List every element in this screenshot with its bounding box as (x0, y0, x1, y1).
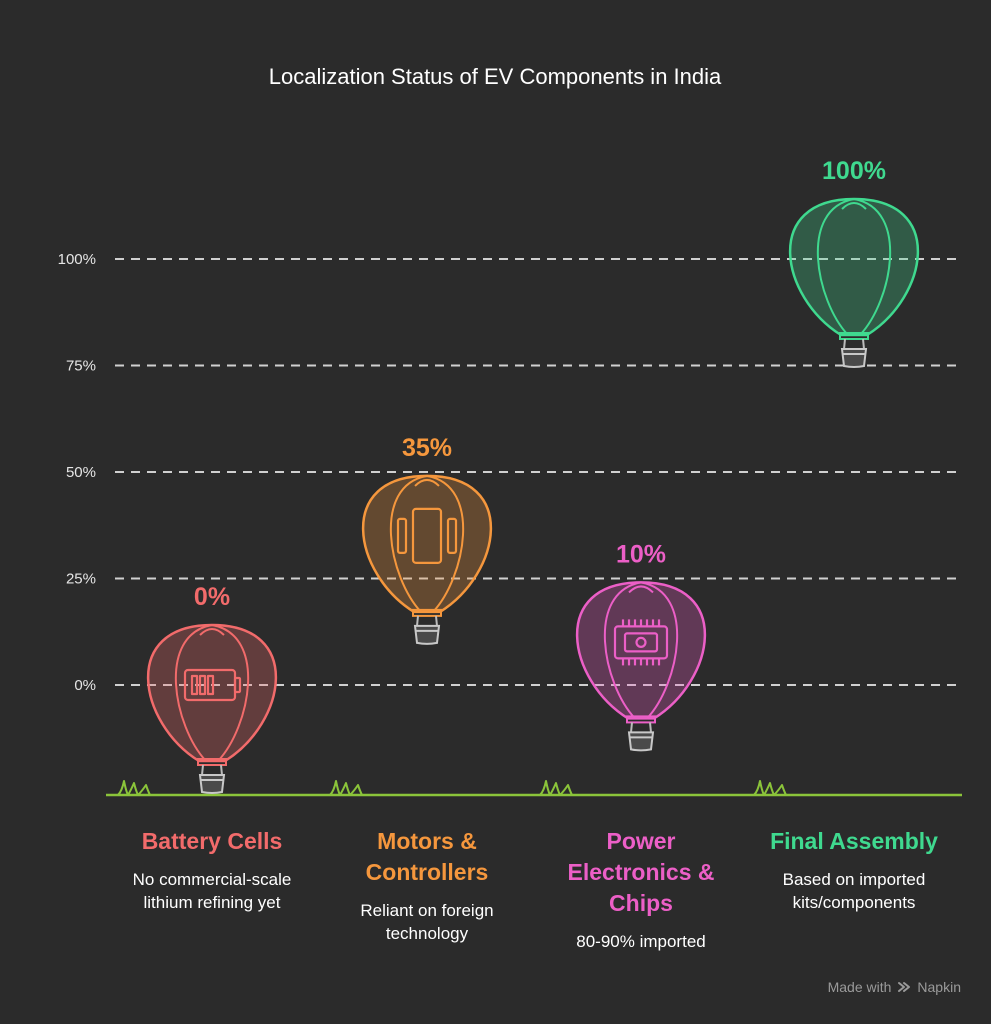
balloon-bar (788, 197, 920, 368)
balloon-series: 0% 35% 10% 100% (146, 157, 920, 794)
balloon-bar (361, 474, 493, 645)
grass-tuft (329, 780, 363, 796)
category-name-line: Battery Cells (141, 828, 283, 854)
balloon-bar (146, 623, 278, 794)
balloon-bar (575, 581, 707, 752)
category-name: Battery Cells (102, 826, 322, 857)
category-name-line: Power (606, 828, 676, 854)
footer-attribution: Made with Napkin (828, 979, 961, 995)
category-name-line: Electronics & (567, 859, 715, 885)
value-label: 0% (194, 583, 230, 611)
category-name-line: Controllers (365, 859, 489, 885)
balloon-envelope (788, 197, 920, 337)
category-name-line: Final Assembly (770, 828, 938, 854)
category-name-line: Motors & (377, 828, 477, 854)
chip-icon (613, 619, 669, 666)
category-label-group: Motors & Controllers Reliant on foreign tec… (317, 826, 537, 945)
balloon-basket (198, 774, 226, 794)
category-description: Based on imported kits/components (744, 868, 964, 914)
y-tick-label: 25% (66, 571, 96, 588)
balloon-basket (413, 624, 441, 645)
category-label-group: Final Assembly Based on imported kits/comp… (744, 826, 964, 914)
balloon-basket (840, 348, 868, 368)
value-label: 100% (822, 157, 886, 185)
grass-tuft (753, 780, 787, 796)
made-with-text: Made with (827, 979, 892, 995)
value-label: 35% (402, 434, 452, 462)
category-description: No commercial-scale lithium refining yet (102, 868, 322, 914)
category-description-line: Based on imported (782, 870, 926, 889)
category-name: Final Assembly (744, 826, 964, 857)
grid-lines: 100% 75% 50% 25% 0% (58, 251, 962, 694)
category-description-line: No commercial-scale (132, 870, 292, 889)
category-description-line: technology (385, 924, 469, 943)
value-label: 10% (616, 540, 666, 568)
motor-icon (396, 507, 458, 564)
category-description: Reliant on foreign technology (317, 899, 537, 945)
grass-tuft (117, 780, 151, 796)
category-label-group: Battery Cells No commercial-scale lithium … (102, 826, 322, 914)
y-tick-label: 100% (58, 251, 96, 268)
category-label-group: Power Electronics & Chips 80-90% imported (531, 826, 751, 953)
chart-title: Localization Status of EV Components in … (269, 64, 722, 89)
category-name: Power Electronics & Chips (531, 826, 751, 919)
category-description-line: 80-90% imported (576, 932, 706, 951)
battery-icon (183, 668, 242, 702)
category-description-line: Reliant on foreign (360, 901, 494, 920)
napkin-logo-icon (898, 982, 911, 992)
y-tick-label: 50% (66, 464, 96, 481)
category-description-line: lithium refining yet (143, 893, 281, 912)
brand-name: Napkin (917, 979, 961, 995)
balloon-envelope (361, 474, 493, 614)
category-description-line: kits/components (792, 893, 916, 912)
category-name: Motors & Controllers (317, 826, 537, 888)
ground-line (106, 780, 962, 797)
y-tick-label: 75% (66, 358, 96, 375)
y-tick-label: 0% (74, 677, 96, 694)
balloon-basket (627, 731, 655, 752)
category-name-line: Chips (609, 890, 673, 916)
category-description: 80-90% imported (531, 930, 751, 953)
grass-tuft (539, 780, 573, 796)
